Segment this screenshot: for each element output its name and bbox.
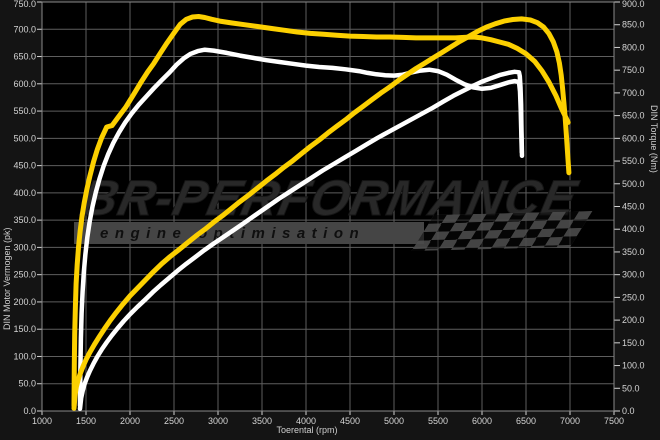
x-tick-label: 1500 <box>76 416 96 426</box>
right-tick-label: 850.0 <box>622 20 645 30</box>
right-tick-label: 50.0 <box>622 383 640 393</box>
right-tick-label: 100.0 <box>622 361 645 371</box>
right-axis-title: DIN Torque (Nm) <box>649 105 659 173</box>
right-tick-label: 600.0 <box>622 133 645 143</box>
right-tick-label: 450.0 <box>622 202 645 212</box>
right-tick-label: 350.0 <box>622 247 645 257</box>
left-tick-label: 50.0 <box>18 379 36 389</box>
left-tick-label: 600.0 <box>13 79 36 89</box>
right-tick-label: 400.0 <box>622 224 645 234</box>
stock-power-curve <box>77 69 525 412</box>
left-tick-label: 100.0 <box>13 351 36 361</box>
left-tick-label: 550.0 <box>13 106 36 116</box>
x-tick-label: 3500 <box>252 416 272 426</box>
right-tick-label: 300.0 <box>622 270 645 280</box>
x-tick-label: 6000 <box>472 416 492 426</box>
x-tick-label: 5500 <box>428 416 448 426</box>
x-tick-label: 7000 <box>560 416 580 426</box>
x-axis-title: Toerental (rpm) <box>276 425 338 435</box>
right-tick-label: 650.0 <box>622 111 645 121</box>
left-tick-label: 200.0 <box>13 297 36 307</box>
left-tick-label: 0.0 <box>23 406 36 416</box>
x-tick-label: 5000 <box>384 416 404 426</box>
left-tick-label: 350.0 <box>13 215 36 225</box>
x-tick-label: 1000 <box>32 416 52 426</box>
left-tick-label: 250.0 <box>13 270 36 280</box>
right-tick-label: 800.0 <box>622 42 645 52</box>
left-tick-label: 500.0 <box>13 133 36 143</box>
right-tick-label: 750.0 <box>622 65 645 75</box>
right-tick-label: 150.0 <box>622 338 645 348</box>
plot-border <box>41 1 615 412</box>
left-tick-label: 400.0 <box>13 188 36 198</box>
right-tick-label: 700.0 <box>622 88 645 98</box>
right-tick-label: 550.0 <box>622 156 645 166</box>
tuned-torque-curve <box>71 14 571 408</box>
left-tick-label: 150.0 <box>13 324 36 334</box>
right-tick-label: 0.0 <box>622 406 635 416</box>
right-tick-label: 900.0 <box>622 0 645 9</box>
x-tick-label: 2500 <box>164 416 184 426</box>
x-tick-label: 4500 <box>340 416 360 426</box>
left-tick-label: 650.0 <box>13 52 36 62</box>
left-tick-label: 750.0 <box>13 0 36 9</box>
x-tick-label: 2000 <box>120 416 140 426</box>
tuned-power-curve <box>71 16 572 411</box>
x-tick-label: 4000 <box>296 416 316 426</box>
x-tick-label: 3000 <box>208 416 228 426</box>
left-tick-label: 300.0 <box>13 242 36 252</box>
right-tick-label: 250.0 <box>622 292 645 302</box>
right-tick-label: 500.0 <box>622 179 645 189</box>
left-tick-label: 450.0 <box>13 161 36 171</box>
right-tick-label: 200.0 <box>622 315 645 325</box>
stock-torque-curve <box>77 47 525 408</box>
left-tick-label: 700.0 <box>13 24 36 34</box>
x-tick-label: 6500 <box>516 416 536 426</box>
x-tick-label: 7500 <box>604 416 624 426</box>
